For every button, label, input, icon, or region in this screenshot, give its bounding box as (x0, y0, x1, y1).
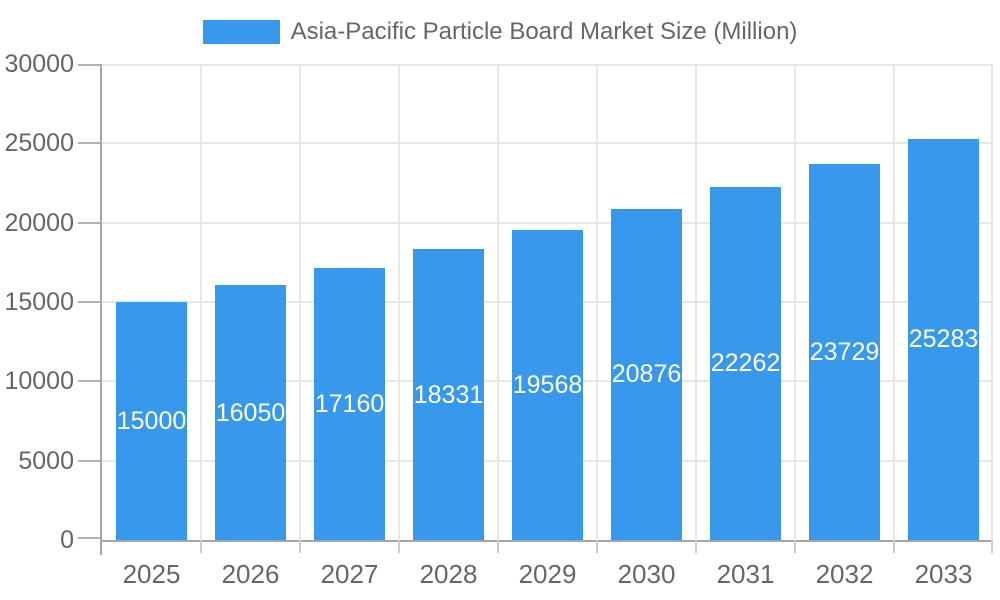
y-tick-label: 10000 (4, 367, 74, 396)
bar-value-label: 16050 (215, 398, 286, 427)
bar-2031[interactable] (710, 186, 781, 540)
x-axis-tick (200, 540, 202, 553)
x-gridline (893, 64, 895, 540)
y-tick-label: 30000 (4, 50, 74, 78)
bar-2032[interactable] (809, 163, 880, 540)
legend[interactable]: Asia-Pacific Particle Board Market Size … (0, 20, 1000, 44)
x-tick-label: 2026 (221, 559, 280, 589)
x-axis-tick (794, 540, 796, 553)
x-axis-tick (596, 540, 598, 553)
x-gridline (497, 64, 499, 540)
bar-2025[interactable] (116, 302, 187, 540)
y-axis-extension (100, 540, 102, 555)
y-tick-label: 20000 (4, 208, 74, 237)
x-axis-tick (991, 540, 993, 553)
x-gridline (991, 64, 993, 540)
y-axis-tick (78, 301, 100, 303)
y-tick-label: 15000 (4, 288, 74, 316)
y-tick-label: 25000 (4, 129, 74, 158)
x-tick-label: 2033 (914, 559, 973, 589)
x-axis-tick (398, 540, 400, 553)
bar-value-label: 22262 (710, 349, 781, 378)
bar-value-label: 23729 (809, 337, 880, 366)
bar-2027[interactable] (314, 267, 385, 540)
y-axis-tick (78, 380, 100, 383)
x-axis-tick (695, 540, 697, 553)
x-axis-tick (299, 540, 301, 553)
y-tick-label: 5000 (18, 446, 74, 475)
x-gridline (398, 64, 400, 540)
x-tick-label: 2027 (320, 559, 379, 589)
x-axis-tick (497, 540, 499, 553)
y-axis-tick (78, 142, 100, 145)
x-tick-label: 2030 (617, 559, 676, 589)
y-tick-label: 0 (60, 526, 74, 554)
x-gridline (200, 64, 202, 540)
x-tick-label: 2032 (815, 559, 874, 589)
bar-2029[interactable] (512, 229, 583, 540)
bar-2026[interactable] (215, 285, 286, 540)
bar-value-label: 17160 (314, 389, 385, 418)
y-axis-tick (78, 537, 100, 539)
x-tick-label: 2029 (518, 559, 577, 589)
x-gridline (596, 64, 598, 540)
y-axis-tick (78, 459, 100, 462)
y-axis-tick (78, 221, 100, 224)
bar-value-label: 19568 (512, 370, 583, 399)
y-gridline (102, 64, 993, 66)
y-gridline (102, 221, 993, 224)
x-axis-tick (893, 540, 895, 553)
bar-2030[interactable] (611, 208, 682, 540)
x-gridline (299, 64, 301, 540)
y-axis-tick (78, 64, 100, 66)
x-gridline (794, 64, 796, 540)
x-tick-label: 2025 (122, 559, 181, 589)
legend-label: Asia-Pacific Particle Board Market Size … (290, 18, 798, 45)
x-tick-label: 2028 (419, 559, 478, 589)
bar-value-label: 18331 (413, 380, 484, 409)
legend-color-swatch (202, 20, 280, 44)
bar-2033[interactable] (908, 138, 979, 540)
x-tick-label: 2031 (716, 559, 775, 589)
bar-value-label: 20876 (611, 360, 682, 389)
plot-area: 0 5000 10000 15000 20000 25000 30000 15000 2025 1… (4, 50, 993, 589)
bar-2028[interactable] (413, 249, 484, 540)
bar-value-label: 25283 (908, 325, 979, 354)
y-gridline (102, 142, 993, 145)
x-gridline (695, 64, 697, 540)
bar-value-label: 15000 (116, 407, 187, 435)
